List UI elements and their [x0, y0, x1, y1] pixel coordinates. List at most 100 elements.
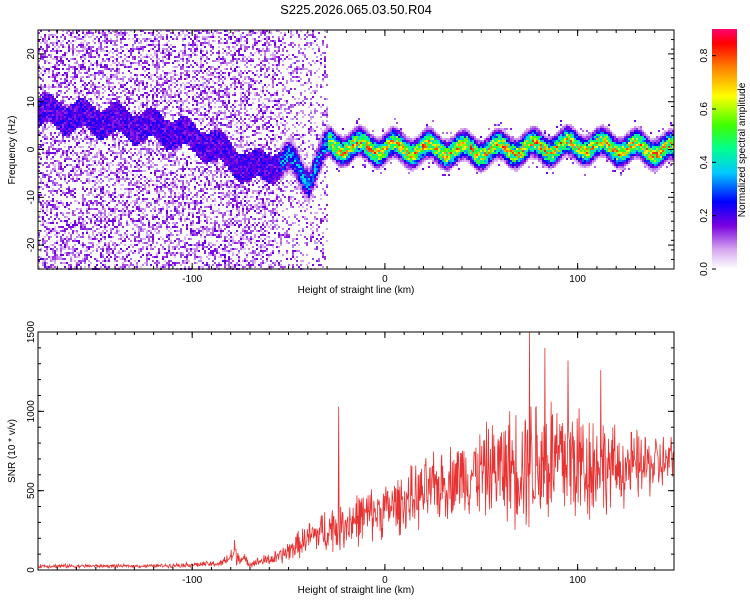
- spectrogram-cell: [124, 144, 126, 146]
- spectrogram-cell: [50, 212, 52, 214]
- spectrogram-cell: [174, 78, 176, 80]
- spectrogram-cell: [146, 128, 148, 130]
- spectrogram-cell: [130, 102, 132, 104]
- spectrogram-cell: [170, 190, 172, 192]
- spectrogram-cell: [116, 120, 118, 122]
- spectrogram-cell: [176, 222, 178, 224]
- spectrogram-cell: [70, 108, 72, 110]
- spectrogram-cell: [104, 236, 106, 238]
- spectrogram-cell: [84, 100, 86, 102]
- spectrogram-cell: [150, 230, 152, 232]
- spectrogram-cell: [50, 110, 52, 112]
- spectrogram-cell: [198, 84, 200, 86]
- spectrogram-cell: [188, 238, 190, 240]
- spectrogram-cell: [170, 242, 172, 244]
- spectrogram-cell: [78, 70, 80, 72]
- spectrogram-cell: [118, 118, 120, 120]
- spectrogram-cell: [150, 78, 152, 80]
- spectrogram-cell: [106, 226, 108, 228]
- spectrogram-cell: [176, 36, 178, 38]
- spectrogram-cell: [92, 120, 94, 122]
- spectrogram-cell: [192, 42, 194, 44]
- spectrogram-cell: [146, 132, 148, 134]
- spectrogram-cell: [126, 126, 128, 128]
- spectrogram-cell: [76, 262, 78, 264]
- spectrogram-cell: [90, 116, 92, 118]
- spectrogram-cell: [174, 126, 176, 128]
- spectrogram-cell: [166, 182, 168, 184]
- spectrogram-cell: [156, 216, 158, 218]
- spectrogram-cell: [76, 252, 78, 254]
- spectrogram-cell: [184, 120, 186, 122]
- spectrogram-cell: [170, 72, 172, 74]
- spectrogram-cell: [142, 80, 144, 82]
- spectrogram-cell: [152, 256, 154, 258]
- spectrogram-cell: [56, 114, 58, 116]
- spectrogram-cell: [194, 134, 196, 136]
- spectrogram-cell: [198, 96, 200, 98]
- spectrogram-cell: [52, 108, 54, 110]
- spectrogram-cell: [88, 236, 90, 238]
- spectrogram-cell: [168, 134, 170, 136]
- spectrogram-cell: [98, 40, 100, 42]
- spectrogram-cell: [46, 222, 48, 224]
- spectrogram-cell: [40, 178, 42, 180]
- spectrogram-cell: [88, 266, 90, 268]
- spectrogram-cell: [70, 132, 72, 134]
- spectrogram-cell: [108, 162, 110, 164]
- spectrogram-cell: [38, 100, 40, 102]
- spectrogram-cell: [162, 118, 164, 120]
- spectrogram-cell: [114, 156, 116, 158]
- spectrogram-cell: [78, 252, 80, 254]
- spectrogram-cell: [160, 212, 162, 214]
- spectrogram-cell: [194, 208, 196, 210]
- spectrogram-cell: [180, 148, 182, 150]
- spectrogram-cell: [154, 120, 156, 122]
- spectrogram-cell: [92, 168, 94, 170]
- spectrogram-cell: [106, 42, 108, 44]
- spectrogram-cell: [94, 216, 96, 218]
- spectrogram-cell: [94, 114, 96, 116]
- spectrogram-cell: [150, 32, 152, 34]
- spectrogram-cell: [122, 78, 124, 80]
- spectrogram-cell: [188, 188, 190, 190]
- spectrogram-cell: [100, 138, 102, 140]
- spectrogram-cell: [174, 182, 176, 184]
- spectrogram-cell: [156, 118, 158, 120]
- spectrogram-cell: [102, 136, 104, 138]
- spectrogram-cell: [156, 134, 158, 136]
- spectrogram-cell: [138, 160, 140, 162]
- spectrogram-cell: [118, 70, 120, 72]
- spectrogram-cell: [132, 210, 134, 212]
- spectrogram-cell: [78, 122, 80, 124]
- spectrogram-cell: [102, 232, 104, 234]
- spectrogram-cell: [74, 126, 76, 128]
- spectrogram-cell: [52, 98, 54, 100]
- spectrogram-cell: [146, 178, 148, 180]
- spectrogram-cell: [170, 260, 172, 262]
- spectrogram-cell: [72, 72, 74, 74]
- spectrogram-cell: [40, 68, 42, 70]
- spectrogram-cell: [98, 174, 100, 176]
- spectrogram-cell: [198, 70, 200, 72]
- spectrogram-cell: [68, 226, 70, 228]
- spectrogram-cell: [184, 220, 186, 222]
- spectrogram-cell: [148, 124, 150, 126]
- spectrogram-cell: [194, 156, 196, 158]
- spectrogram-cell: [192, 46, 194, 48]
- spectrogram-cell: [48, 114, 50, 116]
- spectrogram-cell: [100, 182, 102, 184]
- spectrogram-cell: [108, 252, 110, 254]
- spectrogram-cell: [136, 214, 138, 216]
- spectrogram-cell: [194, 98, 196, 100]
- spectrogram-cell: [50, 216, 52, 218]
- spectrogram-cell: [86, 254, 88, 256]
- spectrogram-cell: [182, 116, 184, 118]
- spectrogram-cell: [138, 122, 140, 124]
- spectrogram-cell: [146, 114, 148, 116]
- spectrogram-cell: [182, 198, 184, 200]
- spectrogram-cell: [100, 238, 102, 240]
- spectrogram-cell: [102, 58, 104, 60]
- spectrogram-cell: [172, 152, 174, 154]
- spectrogram-cell: [98, 32, 100, 34]
